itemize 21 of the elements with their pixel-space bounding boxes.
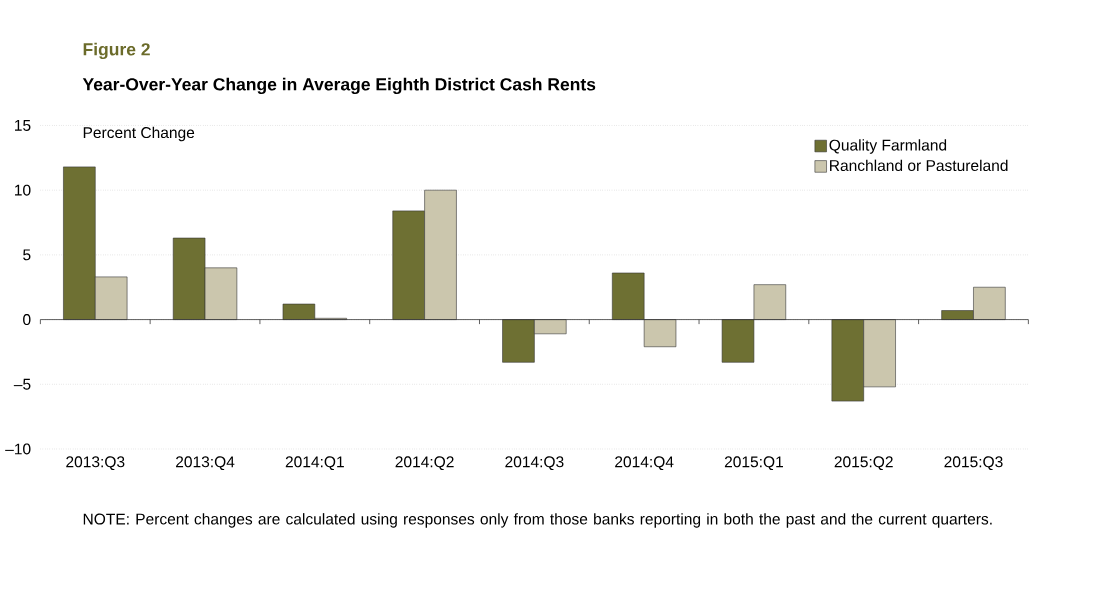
x-tick-label: 2014:Q3 [505, 456, 564, 471]
y-axis-title: Percent Change [83, 126, 195, 142]
y-tick-label: 0 [23, 314, 31, 326]
x-tick-label: 2013:Q3 [66, 456, 125, 471]
chart-subtitle: Year-Over-Year Change in Average Eighth District Cash Rents [82, 77, 596, 95]
x-tick-label: 2015:Q1 [724, 456, 783, 471]
y-tick-label: 10 [15, 184, 31, 196]
x-tick-label: 2014:Q1 [285, 456, 344, 471]
y-tick-label: –5 [13, 378, 31, 390]
x-tick-label: 2015:Q3 [944, 456, 1003, 471]
legend-label: Quality Farmland [829, 139, 947, 154]
chart-title: Figure 2 [83, 42, 150, 60]
y-tick-label: –10 [5, 443, 31, 455]
x-tick-label: 2013:Q4 [176, 456, 235, 471]
y-tick-label: 5 [23, 249, 31, 261]
x-tick-label: 2014:Q4 [615, 456, 674, 471]
y-tick-label: 15 [15, 120, 31, 131]
legend-label: Ranchland or Pastureland [830, 159, 1008, 172]
x-tick-label: 2015:Q2 [834, 456, 893, 471]
x-tick-label: 2014:Q2 [395, 456, 454, 471]
text: NOTE: Percent changes are calculated using responses only from those banks reporting in both the past and the current quarters. [83, 513, 992, 528]
